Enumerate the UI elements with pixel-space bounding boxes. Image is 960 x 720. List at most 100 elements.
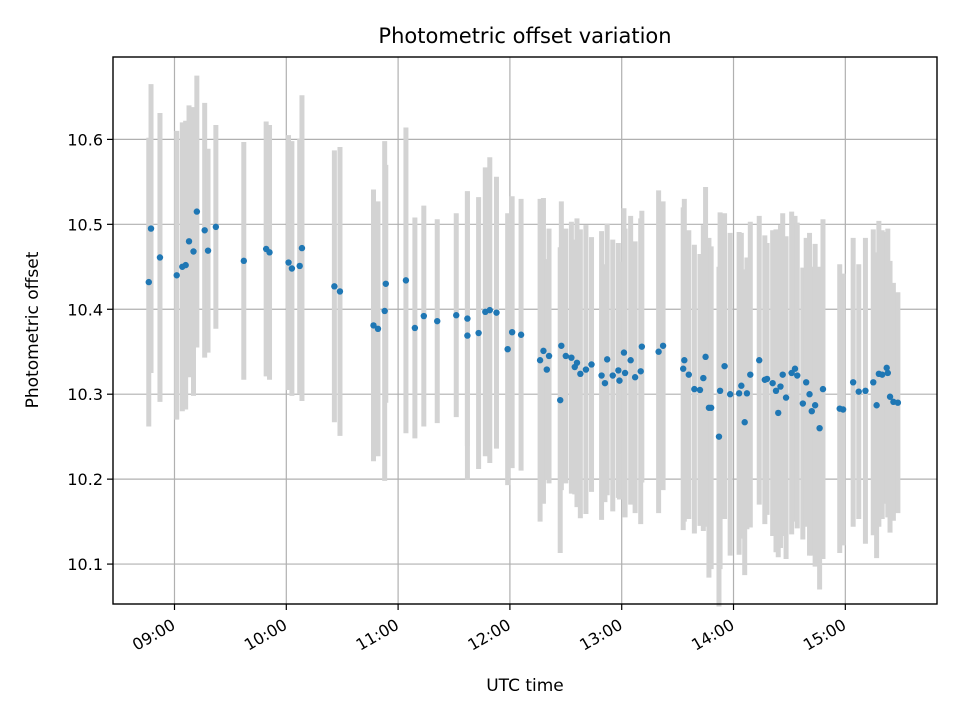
y-tick-label: 10.1: [67, 555, 103, 574]
data-point: [475, 329, 482, 337]
data-point: [173, 272, 180, 279]
data-point: [336, 288, 344, 295]
data-point: [886, 393, 894, 400]
data-point: [296, 262, 303, 270]
data-point: [603, 356, 611, 363]
data-point: [680, 365, 687, 372]
data-point: [615, 367, 622, 374]
data-point: [772, 387, 780, 395]
data-point: [573, 359, 581, 366]
data-point: [756, 357, 763, 364]
data-point: [453, 312, 460, 319]
data-point: [775, 409, 782, 417]
data-point: [794, 372, 801, 379]
data-point: [799, 400, 807, 407]
data-point: [879, 371, 886, 378]
data-point: [601, 379, 609, 387]
data-point: [716, 387, 724, 395]
data-point: [609, 372, 616, 379]
data-point: [655, 348, 662, 355]
data-point: [582, 366, 590, 373]
data-point: [747, 371, 754, 378]
data-point: [240, 257, 248, 265]
data-point: [849, 379, 857, 386]
data-point: [696, 386, 704, 394]
data-point: [577, 370, 584, 378]
data-point: [638, 343, 646, 350]
data-point: [543, 366, 551, 373]
data-point: [185, 238, 193, 245]
y-tick-label: 10.2: [67, 470, 103, 489]
data-point: [374, 325, 382, 333]
data-point: [420, 312, 428, 320]
y-tick-label: 10.5: [67, 215, 103, 234]
data-point: [382, 280, 390, 287]
point-layer: [145, 208, 902, 440]
data-point: [486, 306, 493, 314]
data-point: [839, 406, 847, 413]
data-point: [147, 225, 155, 232]
data-point: [266, 249, 273, 256]
data-point: [557, 396, 564, 404]
data-point: [702, 353, 709, 361]
data-point: [806, 391, 813, 398]
data-point: [721, 362, 728, 370]
data-point: [331, 283, 338, 290]
chart-title: Photometric offset variation: [378, 24, 671, 48]
data-point: [504, 345, 511, 353]
data-point: [883, 364, 890, 372]
data-point: [894, 399, 902, 406]
data-point: [735, 390, 743, 397]
data-point: [558, 342, 565, 349]
data-point: [637, 368, 644, 375]
data-point: [201, 227, 208, 234]
data-point: [819, 385, 827, 393]
data-point: [715, 433, 723, 440]
data-point: [190, 248, 197, 255]
data-point: [562, 352, 570, 360]
data-point: [700, 374, 707, 382]
data-point: [685, 371, 692, 378]
data-point: [381, 307, 388, 315]
data-point: [779, 371, 786, 378]
data-point: [811, 402, 819, 409]
data-point: [434, 317, 441, 325]
data-point: [411, 324, 419, 332]
x-axis-label: UTC time: [486, 676, 564, 696]
data-point: [193, 208, 201, 215]
data-point: [545, 352, 553, 360]
data-point: [588, 361, 595, 368]
y-tick-label: 10.3: [67, 385, 103, 404]
data-point: [288, 265, 296, 272]
y-axis-label: Photometric offset: [23, 251, 43, 408]
data-point: [659, 342, 667, 349]
data-point: [777, 383, 784, 390]
data-point: [862, 387, 869, 395]
data-point: [616, 377, 623, 384]
data-point: [621, 369, 629, 377]
data-point: [873, 402, 880, 409]
y-tick-label: 10.6: [67, 130, 103, 149]
plot-frame: [112, 56, 938, 605]
data-point: [156, 254, 164, 261]
data-point: [870, 379, 877, 386]
data-point: [298, 244, 306, 252]
data-point: [285, 259, 292, 266]
data-point: [855, 388, 862, 395]
data-point: [145, 278, 152, 286]
data-point: [508, 328, 516, 336]
data-point: [627, 357, 634, 364]
data-point: [568, 354, 575, 361]
data-point: [631, 374, 639, 381]
data-point: [884, 369, 892, 377]
data-point: [464, 332, 471, 339]
data-point: [464, 315, 471, 322]
data-point: [212, 223, 220, 231]
data-point: [182, 261, 189, 269]
data-point: [204, 247, 212, 254]
data-point: [763, 375, 771, 383]
data-point: [493, 309, 500, 316]
y-tick-label: 10.4: [67, 300, 103, 319]
data-point: [782, 394, 790, 401]
